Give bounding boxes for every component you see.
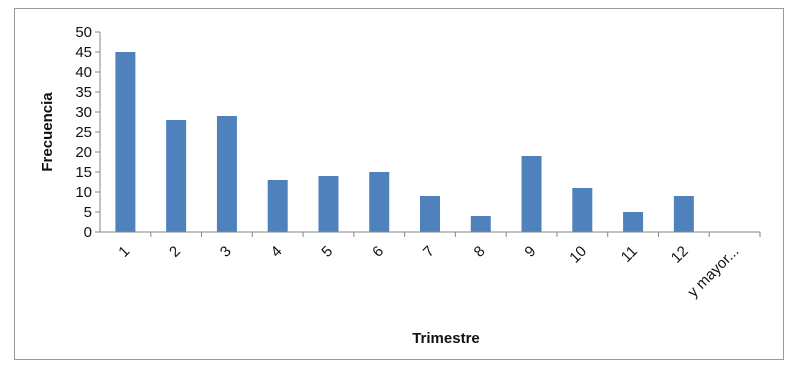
y-tick-label: 5 [84, 204, 92, 221]
x-axis-ticks: 1 2 3 4 5 6 7 8 9 10 11 12y mayor... [115, 232, 761, 301]
bar [673, 196, 694, 232]
x-tick-label: 6 [369, 243, 387, 261]
x-tick-label: 11 [618, 243, 641, 266]
y-axis-title: Frecuencia [39, 92, 56, 172]
bar [623, 212, 644, 232]
x-tick-label: 3 [217, 243, 235, 261]
bar [318, 176, 339, 232]
chart-area [14, 8, 784, 360]
x-tick-label: 12 [668, 243, 692, 267]
x-tick-label: 2 [166, 243, 184, 261]
bar-series [115, 52, 694, 232]
y-tick-label: 30 [75, 104, 92, 121]
bar [115, 52, 136, 232]
y-tick-label: 25 [75, 124, 92, 141]
y-tick-label: 45 [75, 44, 92, 61]
y-tick-label: 35 [75, 84, 92, 101]
bar [470, 216, 491, 232]
y-tick-label: 40 [75, 64, 92, 81]
bar [369, 172, 390, 232]
x-tick-label: 10 [566, 243, 590, 267]
bar [216, 116, 237, 232]
x-tick-label: 7 [420, 243, 438, 261]
bar [420, 196, 440, 232]
bar [572, 188, 593, 232]
bar [521, 156, 542, 232]
y-tick-label: 50 [75, 24, 92, 41]
x-tick-label: 4 [268, 243, 286, 261]
y-tick-label: 0 [84, 224, 92, 241]
bar [166, 120, 187, 232]
x-tick-label: 8 [471, 243, 489, 261]
y-tick-label: 15 [75, 164, 92, 181]
x-tick-label: 5 [318, 243, 336, 261]
y-tick-label: 20 [75, 144, 92, 161]
x-tick-label: y mayor... [684, 243, 742, 301]
x-tick-label: 9 [521, 243, 539, 261]
y-axis-ticks: 0 5 10 15 20 25 30 35 40 45 50 [75, 24, 100, 241]
y-tick-label: 10 [75, 184, 92, 201]
x-tick-label: 1 [115, 243, 133, 261]
bar [267, 180, 288, 232]
x-axis-title: Trimestre [412, 330, 480, 347]
